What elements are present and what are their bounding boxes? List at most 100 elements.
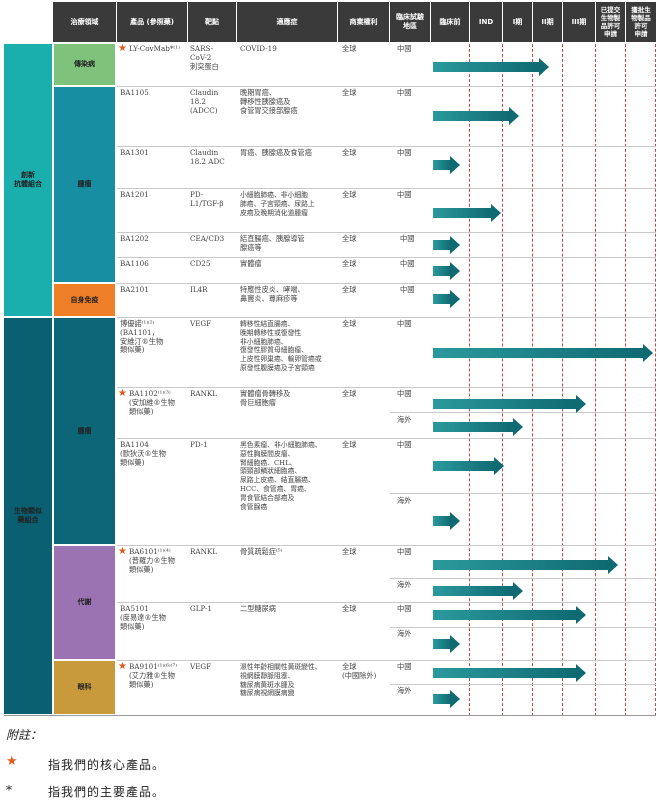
progress-arrow — [433, 262, 460, 280]
rights: 全球 — [342, 547, 357, 556]
phase-divider — [532, 44, 533, 716]
target: RANKL — [190, 547, 218, 556]
progress-arrow — [433, 556, 618, 574]
subarea-infectious: 傳染病 — [54, 44, 115, 85]
progress-arrow — [433, 664, 586, 682]
row-divider — [390, 684, 656, 685]
region-overseas: 海外 — [397, 580, 412, 589]
region: 中國 — [397, 662, 412, 671]
region: 中國 — [397, 88, 412, 97]
header-region: 臨床試驗 地區 — [390, 2, 430, 42]
row-divider — [390, 627, 656, 628]
header-product: 產品 (參照藥) — [117, 2, 187, 42]
region: 中國 — [397, 604, 412, 613]
product-name: BA9101⁽¹⁾⁽⁶⁾⁽⁷⁾ (艾力雅®生物 類似藥) — [129, 662, 177, 689]
indication: 小細胞肺癌、非小細胞 肺癌、子宮頸癌、尿路上 皮癌及晚期消化道腫瘤 — [240, 191, 315, 217]
product-name: BA1202 — [120, 234, 149, 243]
rights: 全球 — [342, 604, 357, 613]
header-submitted: 已提交 生物製 品許可 申請 — [596, 2, 625, 42]
progress-arrow — [433, 606, 586, 624]
product-name: BA1201 — [120, 190, 149, 199]
product-name: BA6101⁽¹⁾⁽⁴⁾ (普羅力®生物 類似藥) — [129, 547, 175, 574]
rights: 全球 — [342, 259, 357, 268]
product-name: LY-CovMab*⁽¹⁾ — [129, 44, 180, 53]
region: 中國 — [397, 389, 412, 398]
target: PD- L1/TGF-β — [190, 190, 224, 208]
target: SARS- CoV-2 刺突蛋白 — [190, 44, 219, 71]
target: Claudin 18.2 (ADCC) — [190, 88, 219, 115]
region: 中國 — [397, 319, 412, 328]
target: CEA/CD3 — [190, 234, 225, 243]
row-divider — [390, 493, 656, 494]
subarea-metabolic: 代謝 — [54, 546, 115, 659]
table-bottom — [4, 715, 656, 716]
product-name: BA5101 (度易達®生物 類似藥) — [120, 604, 166, 631]
product-name: BA1106 — [120, 259, 149, 268]
subarea-ophthalmology: 眼科 — [54, 661, 115, 714]
region: 中國 — [400, 234, 415, 243]
progress-arrow — [433, 58, 549, 76]
footnote-title: 附註： — [6, 728, 43, 742]
row-divider — [117, 283, 656, 284]
indication: 二型糖尿病 — [240, 604, 276, 613]
header-area: 治療領域 — [53, 2, 116, 42]
progress-arrow — [433, 512, 460, 530]
row-divider — [117, 146, 656, 147]
rights: 全球 — [342, 234, 357, 243]
progress-arrow — [433, 635, 460, 653]
progress-arrow — [433, 582, 523, 600]
phase-divider — [655, 44, 656, 716]
target: CD25 — [190, 259, 211, 268]
progress-arrow — [433, 107, 519, 125]
product-name: BA1301 — [120, 148, 149, 157]
phase-divider — [595, 44, 596, 716]
progress-arrow — [433, 156, 460, 174]
region: 中國 — [397, 148, 412, 157]
header-rights: 商業權利 — [338, 2, 389, 42]
product-name: BA2101 — [120, 285, 149, 294]
region-overseas: 海外 — [397, 415, 412, 424]
progress-arrow — [433, 457, 504, 475]
header-phase1: I期 — [503, 2, 532, 42]
indication: 胃癌、胰腺癌及食管癌 — [240, 148, 312, 157]
row-divider — [117, 660, 656, 661]
progress-arrow — [433, 395, 586, 413]
core-product-star-icon: ★ — [118, 43, 127, 54]
row-divider — [117, 545, 656, 546]
region: 中國 — [397, 547, 412, 556]
target: PD-1 — [190, 440, 208, 449]
target: VEGF — [190, 319, 212, 328]
region: 中國 — [400, 285, 415, 294]
indication: 骨質疏鬆症⁽⁵⁾ — [240, 547, 283, 556]
indication: 實體瘤 — [240, 259, 262, 268]
footnote-core-product: 指我們的核心產品。 — [48, 758, 166, 772]
phase-divider — [502, 44, 503, 716]
subarea-autoimmune: 自身免疫 — [54, 284, 115, 316]
core-product-star-icon: ★ — [118, 546, 127, 557]
core-product-star-icon: ★ — [118, 661, 127, 672]
header-phase3: III期 — [563, 2, 595, 42]
region: 中國 — [397, 440, 412, 449]
row-divider — [390, 412, 656, 413]
row-divider — [117, 188, 656, 189]
region-overseas: 海外 — [397, 629, 412, 638]
target: RANKL — [190, 389, 218, 398]
rights: 全球 — [342, 88, 357, 97]
region: 中國 — [397, 190, 412, 199]
region-overseas: 海外 — [397, 496, 412, 505]
indication: 濕性年齡相關性黃斑變性、 視網膜靜脈阻塞、 糖尿病黃斑水腫及 糖尿病視網膜病變 — [240, 663, 322, 698]
header-target: 靶點 — [188, 2, 236, 42]
row-divider — [117, 387, 656, 388]
progress-arrow — [433, 418, 523, 436]
rights: 全球 — [342, 148, 357, 157]
product-name: 博優諾⁽¹⁾⁽²⁾ (BA1101， 安維汀®生物 類似藥) — [120, 319, 164, 355]
row-divider — [390, 578, 656, 579]
indication: 實體瘤骨轉移及 骨巨細胞瘤 — [240, 389, 291, 407]
progress-arrow — [433, 344, 653, 362]
core-product-star-icon: ★ — [118, 388, 127, 399]
footnote-main-product: 指我們的主要產品。 — [48, 785, 166, 799]
group-biosimilar: 生物類似 藥組合 — [4, 318, 52, 714]
header-preclinical: 臨床前 — [431, 2, 469, 42]
asterisk-icon: * — [6, 783, 12, 797]
indication: 結直腸癌、胰腺導管 腺癌等 — [240, 234, 305, 252]
